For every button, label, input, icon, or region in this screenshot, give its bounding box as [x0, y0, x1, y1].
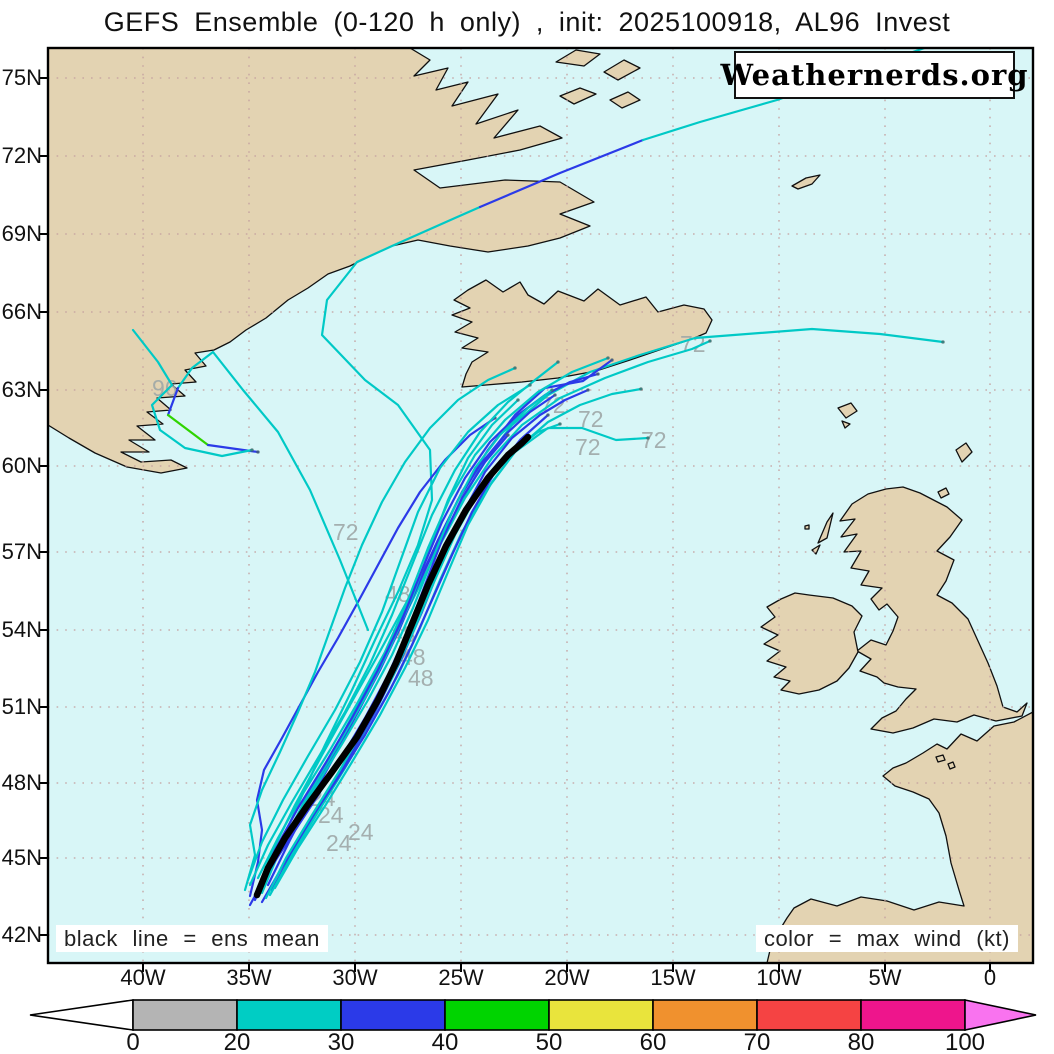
lon-tick-label: 5W: [868, 965, 902, 990]
ensemble-track: [131, 328, 254, 458]
lat-tick-label: 69N: [1, 221, 42, 246]
lon-tick-label: 15W: [650, 965, 696, 990]
land-channel-islands: [935, 754, 956, 770]
track-endpoint-dot: [610, 358, 614, 362]
ensemble-track: [248, 360, 560, 887]
track-endpoint-dot: [553, 393, 557, 397]
track-endpoint-dot: [606, 356, 610, 360]
legend-ens-mean: black line = ens mean: [56, 925, 328, 952]
land-great-britain: [839, 486, 1028, 734]
lon-tick-label: 0: [983, 965, 997, 990]
land-iceland: [451, 279, 713, 388]
legend-max-wind: color = max wind (kt): [755, 925, 1018, 952]
track-endpoint-dot: [556, 360, 560, 364]
colorbar-tick-label: 40: [432, 1029, 459, 1054]
land-greenland-islands: [555, 49, 641, 109]
lat-tick-label: 75N: [1, 65, 42, 90]
lat-tick-label: 66N: [1, 299, 42, 324]
colorbar-segment: [340, 999, 446, 1031]
colorbar-segment: [860, 999, 966, 1031]
logo-box: Weathernerds.org: [720, 51, 1028, 99]
lat-tick-label: 51N: [1, 694, 42, 719]
track-endpoint-dot: [646, 436, 650, 440]
track-endpoint-dot: [256, 450, 260, 454]
lon-tick-label: 35W: [226, 965, 272, 990]
forecast-hour-label: 72: [641, 427, 667, 453]
track-endpoint-dot: [708, 339, 712, 343]
track-endpoint-dot: [250, 448, 254, 452]
colorbar-arrow-right: [964, 999, 1037, 1031]
ensemble-track: [176, 350, 370, 632]
colorbar-segment: [236, 999, 342, 1031]
colorbar-tick-label: 100: [945, 1029, 985, 1054]
track-endpoint-dot: [586, 388, 590, 392]
colorbar-segment: [444, 999, 550, 1031]
forecast-hour-label: 96: [152, 375, 178, 401]
lat-tick-label: 54N: [1, 617, 42, 642]
map-frame: [46, 46, 1035, 965]
ensemble-track: [256, 356, 610, 880]
lat-tick-label: 42N: [1, 922, 42, 947]
colorbar-tick-label: 20: [224, 1029, 251, 1054]
land-greenland: [48, 48, 595, 474]
ensemble-track: [273, 387, 643, 890]
colorbar-tick-label: 60: [640, 1029, 667, 1054]
ensemble-track: [266, 388, 554, 872]
colorbar-tick-label: 50: [536, 1029, 563, 1054]
lat-tick-label: 57N: [1, 539, 42, 564]
colorbar-segment: [756, 999, 862, 1031]
track-endpoint-dot: [528, 383, 532, 387]
ensemble-track: [246, 383, 532, 882]
track-endpoint-dot: [639, 387, 643, 391]
ensemble-track: [248, 416, 497, 898]
lat-tick-label: 45N: [1, 845, 42, 870]
track-endpoint-dot: [596, 372, 600, 376]
track-endpoint-dot: [506, 433, 510, 437]
ensemble-mean-track: [253, 433, 532, 899]
lon-tick-label: 25W: [438, 965, 484, 990]
track-endpoint-dot: [558, 422, 562, 426]
track-endpoint-dot: [941, 340, 945, 344]
colorbar-tick-label: 80: [848, 1029, 875, 1054]
lon-tick-label: 30W: [332, 965, 378, 990]
page-title: GEFS Ensemble (0-120 h only) , init: 202…: [103, 7, 951, 37]
land-ireland: [760, 592, 863, 695]
colorbar-arrow-left: [29, 999, 134, 1031]
colorbar-segment: [132, 999, 238, 1031]
lat-tick-label: 72N: [1, 143, 42, 168]
lon-tick-label: 40W: [120, 965, 166, 990]
land-jan-mayen: [791, 174, 821, 190]
lat-tick-label: 48N: [1, 770, 42, 795]
colorbar-segment: [652, 999, 758, 1031]
track-endpoint-dot: [513, 366, 517, 370]
forecast-hour-label: 24: [326, 830, 352, 856]
land-continental-europe: [766, 711, 1033, 963]
forecast-hour-label: 72: [575, 434, 601, 460]
lon-tick-label: 10W: [756, 965, 802, 990]
track-endpoint-dot: [516, 398, 520, 402]
colorbar-segment: [548, 999, 654, 1031]
ensemble-track: [166, 386, 180, 417]
forecast-hour-label: 72: [333, 519, 359, 545]
lat-tick-label: 63N: [1, 377, 42, 402]
colorbar-tick-label: 0: [126, 1029, 139, 1054]
forecast-hour-label: 48: [408, 665, 434, 691]
ensemble-track: [166, 413, 210, 447]
track-endpoint-dot: [550, 388, 554, 392]
lat-tick-label: 60N: [1, 453, 42, 478]
logo-text: Weathernerds.org: [720, 58, 1029, 92]
colorbar-tick-label: 70: [744, 1029, 771, 1054]
track-endpoint-dot: [546, 413, 550, 417]
colorbar-tick-label: 30: [328, 1029, 355, 1054]
land-faroe-islands: [837, 402, 858, 429]
land-shetland-orkney: [937, 442, 973, 499]
lon-tick-label: 20W: [544, 965, 590, 990]
ensemble-track: [478, 138, 645, 209]
forecast-hour-label: 24: [348, 819, 374, 845]
ensemble-track: [243, 366, 517, 892]
